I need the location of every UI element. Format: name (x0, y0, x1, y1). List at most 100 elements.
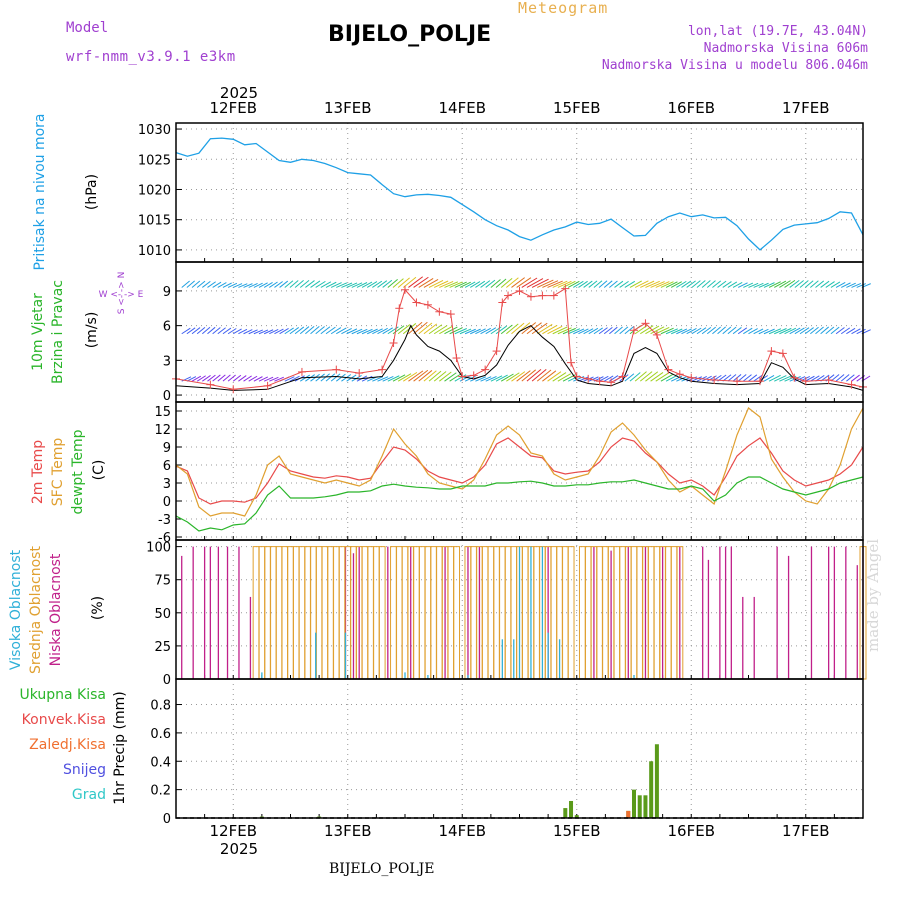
wind-barb (701, 375, 712, 382)
wind-barb (701, 280, 711, 288)
wind-barb (470, 328, 481, 335)
wind-barb (562, 374, 576, 382)
wind-barb (227, 328, 237, 335)
wind-barb (655, 372, 669, 382)
wind-barb (227, 282, 238, 288)
wind-barb (696, 280, 706, 288)
wind-barb (763, 328, 775, 335)
y-tick-label: 6 (163, 320, 171, 335)
wind-barb (562, 327, 576, 335)
wind-barb (830, 281, 841, 288)
wind-barb (634, 371, 647, 382)
wind-barb (737, 282, 748, 288)
wind-barb (825, 281, 835, 288)
wind-barb (789, 327, 801, 335)
wind-barb (588, 376, 599, 382)
wind-barb (639, 371, 653, 382)
y-tick-label: 6 (163, 459, 171, 474)
wind-barb (423, 279, 439, 288)
precip-unit: 1hr Precip (mm) (112, 691, 128, 804)
mid-cloud-bar (287, 546, 294, 680)
wind-barb (269, 376, 279, 382)
wind-barb (433, 325, 448, 335)
wind-barb (475, 280, 486, 288)
wind-barb (413, 276, 429, 288)
wind-barb (737, 374, 747, 382)
wind-barb (480, 280, 491, 288)
panel-frame (175, 401, 864, 541)
wind-barb (186, 280, 195, 288)
wind-barb (712, 280, 722, 288)
wind-barb (258, 282, 268, 288)
wind-barb (408, 370, 424, 382)
wind-barb (655, 327, 670, 335)
y-tick-label: 0.4 (150, 755, 171, 770)
wind-barb (732, 281, 743, 288)
precip-legend-total: Ukupna Kisa (19, 687, 106, 703)
y-tick-label: 100 (146, 541, 171, 556)
date-label-top: 12FEB (210, 99, 257, 117)
wind-barb (248, 329, 258, 335)
wind-barb (557, 327, 572, 335)
y-tick-label: 1020 (138, 183, 171, 198)
wind-barb (506, 277, 519, 288)
wind-barb (511, 322, 525, 335)
wind-barb (846, 282, 856, 288)
wind-barb (382, 327, 393, 335)
mid-cloud-bar (424, 546, 432, 680)
wind-barb (768, 328, 782, 335)
precip-bar (654, 744, 659, 818)
precip-legend-frz: Zaledj.Kisa (29, 737, 106, 753)
wind-barb (202, 374, 211, 382)
wind-barb (351, 282, 363, 288)
y-tick-label: 0 (163, 495, 171, 510)
wind-barb (346, 282, 358, 288)
wind-barb (681, 328, 692, 335)
wind-barb (804, 375, 815, 382)
wind-barb (207, 374, 216, 382)
wind-barb (367, 328, 378, 335)
wind-barb (676, 376, 688, 382)
date-label-bottom: 12FEB (210, 822, 257, 840)
wind-barb (444, 372, 457, 382)
wind-barb (500, 373, 514, 382)
wind-barb (315, 280, 326, 288)
wind-barb (542, 324, 558, 335)
wind-barb (433, 371, 447, 382)
wind-barb (624, 326, 635, 335)
wind-barb (624, 373, 635, 382)
wind-barb (691, 327, 702, 335)
wind-barb (372, 376, 384, 382)
station-title: BIJELO_POLJE (328, 22, 492, 47)
wind-barb (706, 326, 717, 335)
wind-barb (640, 280, 655, 288)
wind-compass-ns: S <- -> N (117, 272, 127, 315)
wind-barb (542, 370, 557, 382)
precip-legend-conv: Konvek.Kisa (22, 712, 106, 728)
wind-unit: (m/s) (84, 312, 100, 349)
wind-barb (743, 374, 752, 382)
date-label-bottom: 13FEB (324, 822, 371, 840)
wind-barb (377, 376, 389, 382)
precip-legend-grad: Grad (72, 787, 106, 803)
wind-barb (547, 371, 562, 382)
wind-barb (392, 325, 405, 335)
wind-barb (299, 326, 310, 335)
y-tick-label: 0 (163, 389, 171, 404)
wind-barb (212, 374, 221, 382)
wind-barb (439, 325, 453, 335)
wind-barb (727, 374, 737, 382)
wind-barb (356, 282, 368, 288)
wind-barb (181, 327, 191, 335)
wind-barb (403, 371, 418, 382)
wind-barb (263, 376, 274, 382)
wind-barb (444, 281, 459, 288)
wind-barb (840, 374, 850, 382)
wind-title-2: Brzina i Pravac (50, 280, 66, 384)
top-date-axis: 12FEB 13FEB 14FEB 15FEB 16FEB 17FEB (210, 99, 830, 117)
wind-barb (650, 326, 665, 335)
wind-barb (722, 326, 732, 335)
wind-barb (820, 280, 830, 288)
wind-barb (372, 280, 383, 288)
wind-gust-line (175, 287, 864, 390)
